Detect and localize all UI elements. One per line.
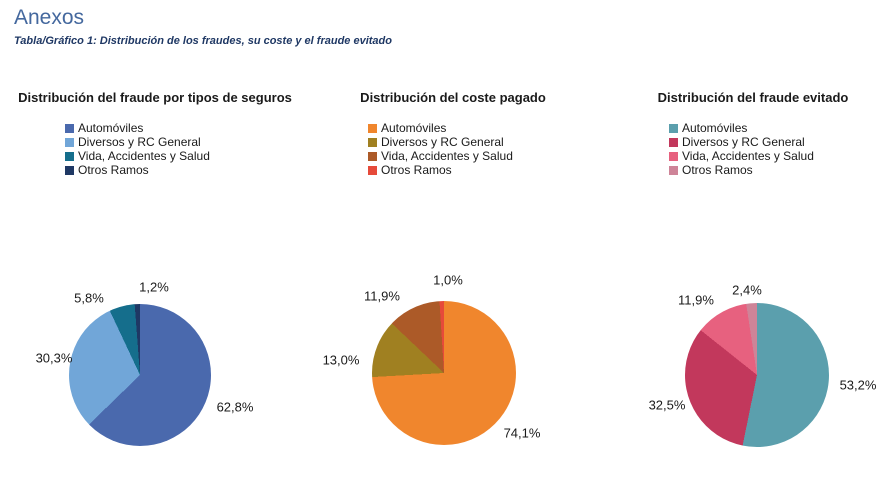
legend-swatch-icon [669, 151, 678, 161]
legend-label: Automóviles [682, 121, 748, 135]
legend-item: Otros Ramos [669, 163, 814, 177]
page-subtitle: Tabla/Gráfico 1: Distribución de los fra… [14, 35, 392, 47]
legend: Automóviles Diversos y RC General Vida, Ac… [65, 121, 210, 177]
pie-value-label: 2,4% [732, 282, 762, 298]
legend-swatch-icon [65, 137, 74, 147]
legend-swatch-icon [669, 165, 678, 175]
chart-title: Distribución del fraude evitado [657, 90, 849, 105]
legend: Automóviles Diversos y RC General Vida, Ac… [368, 121, 513, 177]
legend-item: Vida, Accidentes y Salud [669, 149, 814, 163]
legend-swatch-icon [669, 123, 678, 133]
pie-value-label: 1,2% [139, 279, 169, 295]
legend-label: Otros Ramos [381, 163, 452, 177]
legend-label: Diversos y RC General [381, 135, 504, 149]
legend-label: Diversos y RC General [682, 135, 805, 149]
legend-item: Vida, Accidentes y Salud [368, 149, 513, 163]
legend: Automóviles Diversos y RC General Vida, Ac… [669, 121, 814, 177]
legend-label: Otros Ramos [682, 163, 753, 177]
legend-swatch-icon [368, 137, 377, 147]
chart-title: Distribución del coste pagado [360, 90, 546, 105]
legend-item: Diversos y RC General [669, 135, 814, 149]
pie-value-label: 30,3% [35, 350, 73, 366]
pie-value-label: 11,9% [678, 292, 714, 308]
legend-item: Otros Ramos [368, 163, 513, 177]
legend-label: Vida, Accidentes y Salud [78, 149, 210, 163]
pie-value-label: 5,8% [74, 290, 104, 306]
legend-swatch-icon [65, 165, 74, 175]
pie-value-label: 11,9% [364, 288, 400, 304]
legend-item: Automóviles [368, 121, 513, 135]
legend-swatch-icon [669, 137, 678, 147]
pie [685, 303, 829, 447]
legend-label: Vida, Accidentes y Salud [381, 149, 513, 163]
pie-value-label: 13,0% [322, 352, 360, 368]
page-title: Anexos [14, 6, 85, 29]
pie-value-label: 53,2% [839, 377, 877, 393]
legend-label: Diversos y RC General [78, 135, 201, 149]
legend-label: Automóviles [78, 121, 144, 135]
legend-swatch-icon [368, 151, 377, 161]
legend-swatch-icon [65, 151, 74, 161]
pie-value-label: 1,0% [433, 272, 463, 288]
legend-swatch-icon [368, 123, 377, 133]
legend-label: Vida, Accidentes y Salud [682, 149, 814, 163]
legend-label: Automóviles [381, 121, 447, 135]
legend-item: Vida, Accidentes y Salud [65, 149, 210, 163]
pie-value-label: 32,5% [648, 397, 686, 413]
legend-item: Diversos y RC General [368, 135, 513, 149]
legend-item: Automóviles [669, 121, 814, 135]
pie [372, 301, 516, 445]
legend-label: Otros Ramos [78, 163, 149, 177]
chart-title: Distribución del fraude por tipos de seg… [18, 90, 292, 105]
legend-item: Diversos y RC General [65, 135, 210, 149]
legend-swatch-icon [65, 123, 74, 133]
legend-item: Otros Ramos [65, 163, 210, 177]
pie-value-label: 74,1% [503, 425, 541, 441]
legend-item: Automóviles [65, 121, 210, 135]
legend-swatch-icon [368, 165, 377, 175]
pie [69, 304, 211, 446]
pie-value-label: 62,8% [216, 399, 254, 415]
